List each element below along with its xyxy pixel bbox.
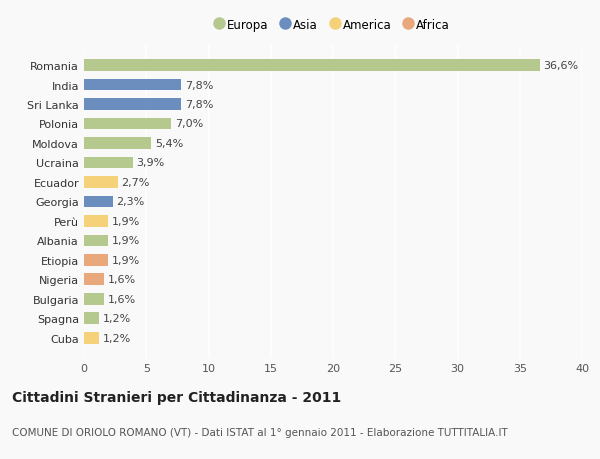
Text: 3,9%: 3,9% [136,158,164,168]
Text: 2,3%: 2,3% [116,197,145,207]
Bar [84,293,104,305]
Bar [84,254,107,266]
Bar [84,138,151,150]
Bar [84,118,171,130]
Text: 7,8%: 7,8% [185,80,213,90]
Text: COMUNE DI ORIOLO ROMANO (VT) - Dati ISTAT al 1° gennaio 2011 - Elaborazione TUTT: COMUNE DI ORIOLO ROMANO (VT) - Dati ISTA… [12,427,508,437]
Bar [84,216,107,227]
Text: 5,4%: 5,4% [155,139,183,149]
Bar [84,157,133,169]
Bar [84,196,113,208]
Bar [84,235,107,246]
Legend: Europa, Asia, America, Africa: Europa, Asia, America, Africa [211,14,455,37]
Text: 1,2%: 1,2% [103,333,131,343]
Text: 1,6%: 1,6% [107,274,136,285]
Text: 1,6%: 1,6% [107,294,136,304]
Text: 7,0%: 7,0% [175,119,203,129]
Bar [84,99,181,111]
Text: 1,9%: 1,9% [112,236,140,246]
Bar [84,313,99,325]
Text: 7,8%: 7,8% [185,100,213,110]
Bar [84,79,181,91]
Text: Cittadini Stranieri per Cittadinanza - 2011: Cittadini Stranieri per Cittadinanza - 2… [12,390,341,404]
Bar [84,274,104,285]
Bar [84,60,539,72]
Text: 2,7%: 2,7% [121,178,150,188]
Text: 36,6%: 36,6% [544,61,578,71]
Text: 1,9%: 1,9% [112,216,140,226]
Text: 1,2%: 1,2% [103,313,131,324]
Bar [84,177,118,188]
Text: 1,9%: 1,9% [112,255,140,265]
Bar [84,332,99,344]
